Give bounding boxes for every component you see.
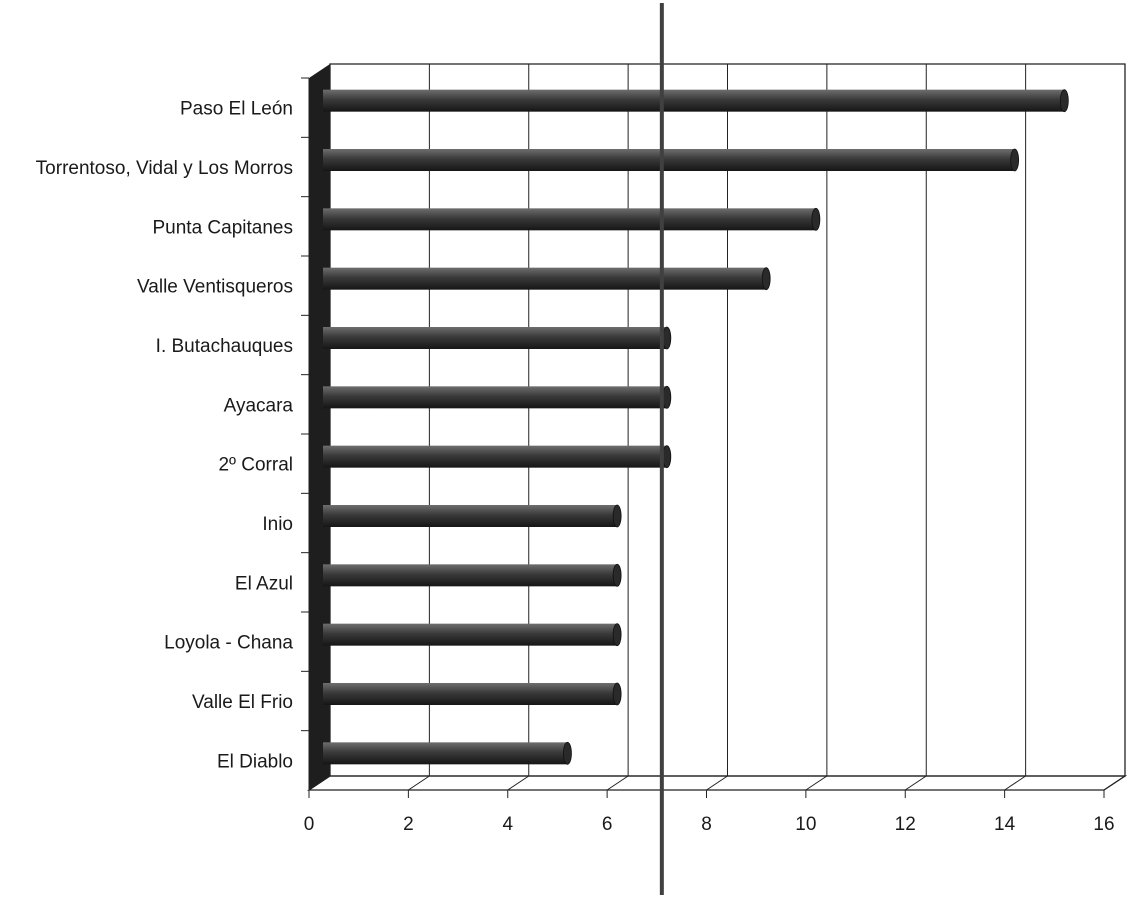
bar-body [323, 564, 618, 587]
bar-cap [1059, 89, 1069, 113]
bar-body [323, 683, 618, 705]
bar-body [323, 89, 1065, 112]
category-label: El Azul [235, 573, 293, 594]
bar-12 [323, 741, 572, 765]
floor-gridline-6 [606, 775, 629, 791]
category-label: Ayacara [224, 395, 294, 416]
bar-body [323, 267, 767, 290]
bar-cap [612, 563, 622, 587]
bar-body [323, 445, 667, 468]
bar-body [323, 386, 667, 409]
x-tick-label-2: 2 [403, 814, 414, 835]
bars [323, 89, 1069, 765]
category-label: El Diablo [217, 751, 293, 772]
bar-11 [323, 682, 622, 706]
grid-lines [308, 64, 1126, 791]
bar-cap [662, 326, 672, 350]
category-label: Inio [262, 514, 293, 535]
floor-gridline-12 [904, 775, 927, 791]
x-tick-label-0: 0 [304, 814, 315, 835]
bar-7 [323, 445, 672, 469]
x-tick-label-16: 16 [1093, 814, 1114, 835]
bar-10 [323, 623, 622, 647]
bar-cap [662, 385, 672, 409]
bar-8 [323, 504, 622, 528]
floor-gridline-14 [1004, 775, 1026, 791]
bar-body [323, 505, 618, 527]
x-tick-label-12: 12 [895, 814, 916, 835]
bar-5 [323, 326, 672, 350]
floor-gridline-2 [408, 775, 430, 791]
bar-body [323, 327, 667, 349]
category-label: Torrentoso, Vidal y Los Morros [36, 158, 293, 179]
bar-4 [323, 267, 771, 291]
bar-9 [323, 563, 622, 587]
category-labels: Paso El León Torrentoso, Vidal y Los Morr… [36, 77, 309, 772]
category-label: I. Butachauques [156, 336, 293, 357]
bar-cap [612, 504, 622, 528]
bar-cap [811, 207, 821, 231]
x-tick-label-6: 6 [602, 814, 613, 835]
left-wall [309, 64, 330, 790]
bar-6 [323, 385, 672, 409]
bar-body [323, 149, 1015, 171]
category-label: Valle Ventisqueros [137, 277, 293, 298]
floor-gridline-0 [308, 775, 331, 791]
floor-gridline-4 [507, 775, 530, 791]
bar-cap [761, 267, 771, 291]
bar-body [323, 742, 568, 765]
floor-gridline-10 [805, 775, 828, 791]
bar-cap [612, 682, 622, 706]
bar-cap [1010, 148, 1020, 172]
category-label: Valle El Frio [192, 692, 293, 713]
bar-cap [563, 741, 572, 765]
plot-wall [306, 63, 1127, 791]
category-label: Punta Capitanes [153, 217, 294, 238]
bar-body [323, 208, 816, 231]
bar-1 [323, 89, 1069, 113]
bar-cap [612, 623, 622, 647]
x-tick-label-8: 8 [701, 814, 712, 835]
x-tick-label-4: 4 [502, 814, 513, 835]
bar-body [323, 623, 618, 646]
category-label: 2º Corral [218, 455, 293, 476]
x-tick-label-10: 10 [795, 814, 816, 835]
floor-gridline-16 [1103, 775, 1126, 791]
x-tick-label-14: 14 [994, 814, 1016, 835]
category-label: Loyola - Chana [164, 633, 293, 654]
category-label: Paso El León [180, 99, 293, 120]
bar-3 [323, 207, 821, 231]
bar-cap [662, 445, 672, 469]
floor-gridline-8 [706, 775, 728, 791]
bar-2 [323, 148, 1020, 172]
x-axis-ticks: 0 2 4 6 8 10 12 14 16 [304, 78, 1115, 835]
